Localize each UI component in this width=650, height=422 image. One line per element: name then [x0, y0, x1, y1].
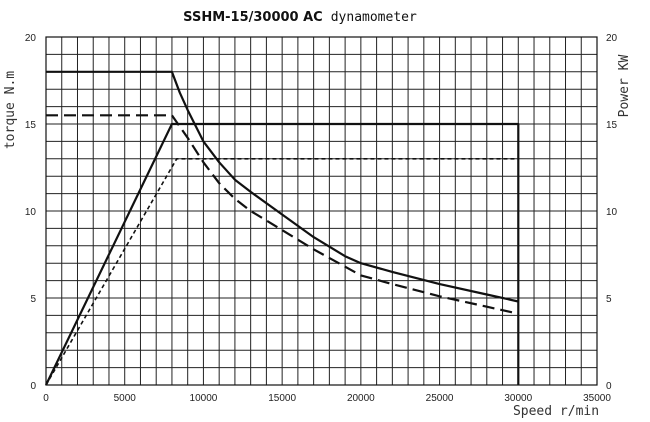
- y-tick-label-right: 15: [606, 120, 618, 131]
- y-tick-label-left: 15: [25, 120, 37, 131]
- x-tick-label: 30000: [504, 393, 532, 404]
- x-tick-label: 35000: [583, 393, 611, 404]
- tick-labels: 0 5000 10000 15000 20000 25000 30000 3500005101…: [25, 33, 618, 404]
- x-tick-label: 20000: [347, 393, 375, 404]
- y-tick-label-left: 10: [25, 207, 37, 218]
- y-tick-label-right: 10: [606, 207, 618, 218]
- x-tick-label: 15000: [268, 393, 296, 404]
- y-axis-label-right: Power KW: [617, 55, 632, 118]
- y-tick-label-right: 5: [606, 294, 612, 305]
- y-axis-label-left: torque N.m: [3, 71, 18, 149]
- y-tick-label-right: 0: [606, 381, 612, 392]
- y-tick-label-left: 20: [25, 33, 37, 44]
- x-axis-label: Speed r/min: [513, 404, 599, 419]
- series-layer: [45, 70, 520, 386]
- series-line-4: [45, 158, 519, 386]
- x-tick-label: 0: [43, 393, 49, 404]
- y-tick-label-right: 20: [606, 33, 618, 44]
- chart-title-rest: dynamometer: [331, 10, 417, 25]
- series-line-3: [46, 114, 519, 315]
- y-tick-label-left: 5: [30, 294, 36, 305]
- y-tick-label-left: 0: [30, 381, 36, 392]
- series-line-2: [45, 122, 520, 386]
- series-line-1: [46, 70, 519, 303]
- chart-title: SSHM-15/30000 AC dynamometer: [183, 8, 417, 25]
- chart-title-main: SSHM-15/30000 AC: [183, 10, 323, 25]
- plot-frame: [45, 36, 598, 386]
- grid: [45, 36, 598, 386]
- x-tick-label: 5000: [114, 393, 137, 404]
- x-tick-label: 25000: [426, 393, 454, 404]
- x-tick-label: 10000: [190, 393, 218, 404]
